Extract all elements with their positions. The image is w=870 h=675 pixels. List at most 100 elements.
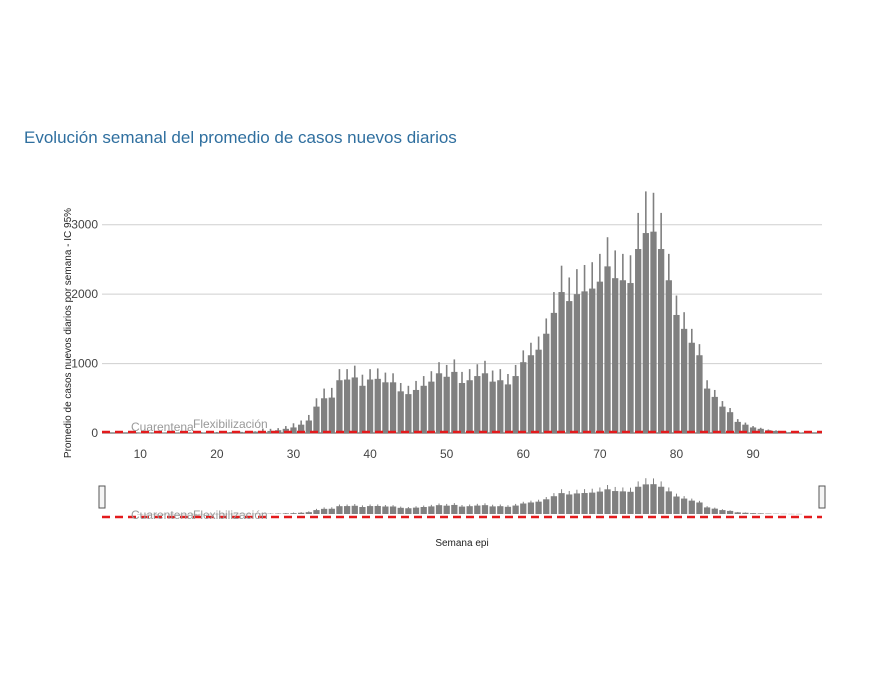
bar [458, 383, 466, 433]
bar [688, 342, 695, 433]
bar [343, 379, 351, 433]
bar [359, 385, 366, 433]
slider-bar [305, 512, 312, 514]
slider-annotation-cuarentena: Cuarentena [131, 508, 194, 522]
slider-handle-left[interactable] [98, 485, 106, 509]
slider-bar [589, 492, 596, 514]
bar [366, 379, 374, 433]
bar [374, 378, 381, 433]
bar [558, 292, 565, 433]
x-tick-label: 20 [210, 447, 224, 461]
bar [650, 231, 657, 433]
bar [581, 291, 588, 433]
slider-bar [650, 484, 657, 514]
slider-bar [566, 494, 573, 514]
slider-bar [612, 491, 619, 514]
slider-bar [581, 493, 588, 514]
annotation-flexibilizacion: Flexibilización [193, 417, 268, 431]
bar [703, 388, 711, 433]
slider-bar [604, 489, 611, 514]
slider-bars [137, 484, 803, 515]
slider-bar [596, 491, 604, 514]
bar [535, 349, 542, 433]
range-slider[interactable]: Cuarentena Flexibilización [98, 478, 826, 522]
slider-bar [405, 508, 412, 514]
slider-bar [458, 506, 466, 514]
slider-bar [435, 505, 443, 514]
bar [589, 288, 596, 433]
bar [520, 362, 527, 433]
x-tick-label: 60 [517, 447, 531, 461]
bar [481, 373, 489, 433]
slider-bar [635, 486, 642, 514]
slider-bar [658, 486, 665, 514]
bar [336, 380, 343, 433]
slider-bar [412, 507, 420, 514]
bar [443, 376, 450, 433]
slider-error-bars [139, 478, 800, 514]
bar [420, 385, 427, 433]
bar [137, 432, 144, 434]
bar [742, 424, 749, 433]
bar [749, 427, 757, 433]
slider-bar [481, 505, 489, 514]
bar [772, 430, 780, 433]
slider-handle-right[interactable] [818, 485, 826, 509]
y-ticks: 0 1000 2000 3000 [71, 218, 98, 440]
slider-bar [336, 506, 343, 514]
bar [604, 266, 611, 433]
slider-bar [451, 504, 458, 514]
x-tick-label: 10 [134, 447, 148, 461]
bar [489, 381, 496, 433]
slider-bar [466, 506, 473, 514]
slider-bar [742, 512, 749, 514]
bar [566, 301, 573, 433]
bar [658, 249, 665, 433]
x-tick-label: 30 [287, 447, 301, 461]
x-ticks: 10 20 30 40 50 60 70 80 90 [134, 447, 760, 461]
bar [543, 333, 550, 433]
slider-bar [558, 493, 565, 514]
slider-bar [573, 493, 581, 514]
bar [627, 283, 634, 433]
bar [680, 328, 688, 433]
bar [512, 376, 519, 433]
bar [619, 280, 626, 433]
slider-bar [397, 507, 404, 514]
slider-bar [535, 501, 542, 514]
slider-bar [428, 506, 435, 514]
bar [504, 384, 512, 433]
slider-bar [696, 502, 703, 514]
slider-bar [673, 496, 680, 514]
slider-annotations: Cuarentena Flexibilización [131, 508, 268, 522]
bar [635, 249, 642, 433]
slider-bar [726, 510, 734, 514]
bar [673, 314, 680, 433]
bar [527, 355, 535, 433]
slider-bar [749, 513, 757, 514]
bar [382, 382, 389, 433]
slider-bar [734, 512, 741, 514]
bar [696, 355, 703, 433]
slider-bar [504, 506, 512, 514]
y-tick-label: 3000 [71, 218, 98, 232]
slider-bar [474, 505, 481, 514]
bar [252, 431, 259, 433]
bar [405, 394, 412, 433]
bar [351, 377, 358, 433]
y-tick-label: 2000 [71, 287, 98, 301]
slider-bar [382, 506, 389, 514]
bar [642, 233, 649, 433]
slider-bar [497, 506, 504, 514]
bar [305, 420, 312, 433]
slider-bar [680, 498, 688, 514]
slider-bar [642, 484, 649, 514]
bar [719, 406, 726, 433]
slider-annotation-flexibilizacion: Flexibilización [193, 508, 268, 522]
bar [428, 381, 435, 433]
slider-bar [719, 510, 726, 514]
slider-bar [757, 513, 764, 514]
slider-bar [619, 491, 626, 514]
bar [435, 373, 443, 433]
